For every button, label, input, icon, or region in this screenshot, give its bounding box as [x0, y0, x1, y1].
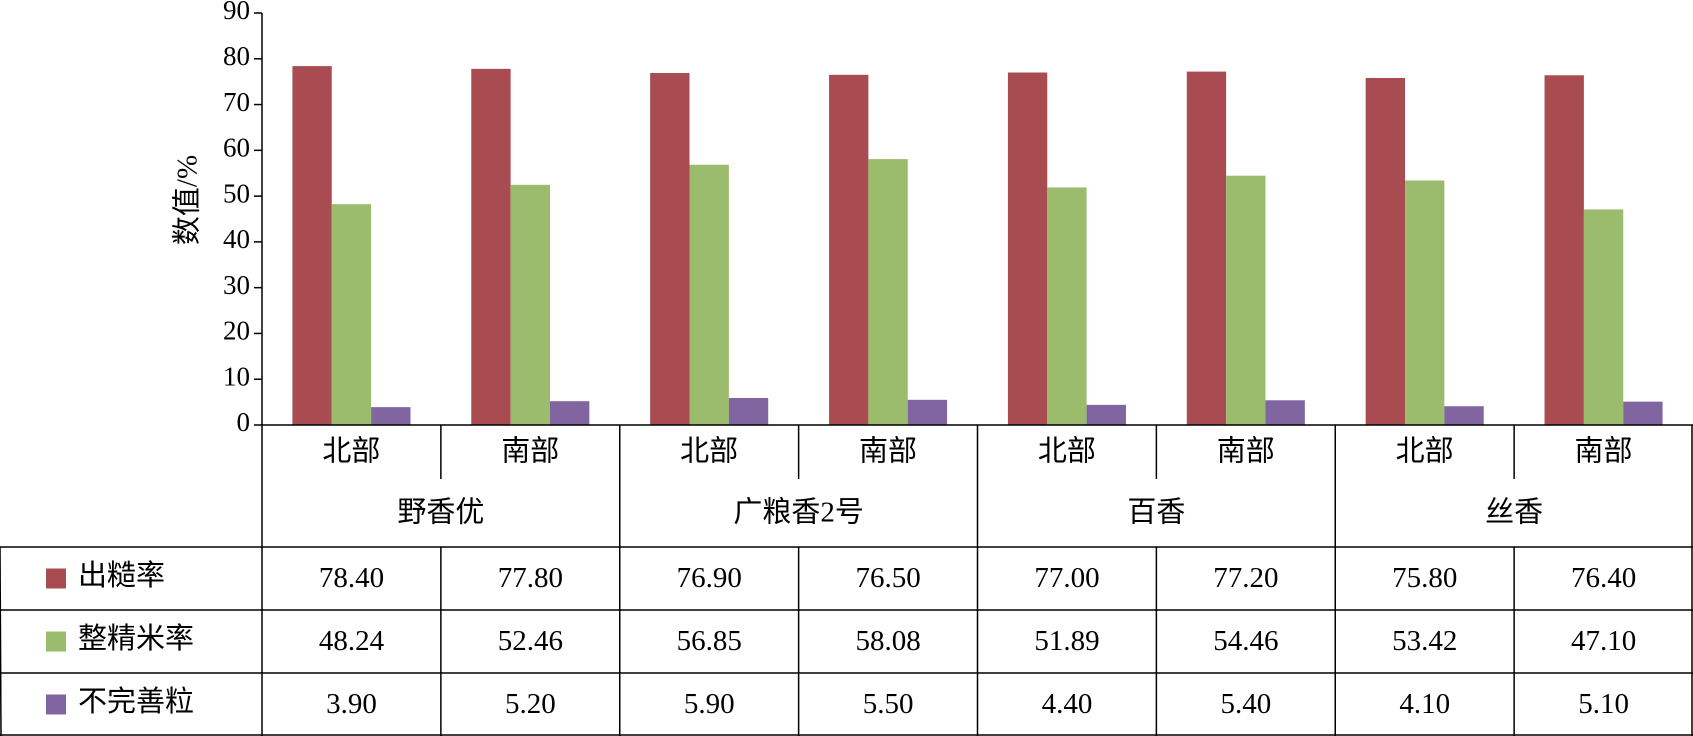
table-value: 76.40: [1571, 562, 1636, 594]
bar: [1007, 72, 1048, 425]
table-value: 5.20: [505, 688, 556, 720]
legend-label: 不完善粒: [78, 685, 194, 718]
table-value: 77.00: [1034, 562, 1099, 594]
group-label: 野香优: [397, 496, 484, 529]
table-value: 5.10: [1578, 688, 1629, 720]
table-value: 47.10: [1571, 625, 1636, 657]
y-tick-label: 30: [223, 270, 250, 300]
y-tick-label: 40: [223, 224, 250, 254]
y-tick-label: 10: [223, 361, 250, 391]
bar: [1623, 401, 1663, 425]
table-value: 56.85: [677, 625, 742, 657]
group-label: 广粮香2号: [733, 496, 864, 529]
x-tick-label: 北部: [322, 435, 380, 468]
y-tick-label: 70: [223, 87, 250, 117]
table-value: 76.50: [855, 562, 920, 594]
table-value: 3.90: [326, 688, 377, 720]
bar: [1583, 209, 1624, 425]
bar: [1226, 175, 1266, 425]
bar: [331, 204, 372, 425]
bar: [510, 184, 550, 425]
legend-swatch: [46, 568, 66, 589]
bar: [371, 407, 411, 425]
table-value: 4.10: [1399, 688, 1450, 720]
table-value: 48.24: [319, 625, 385, 657]
bar: [689, 164, 729, 425]
table-value: 54.46: [1213, 625, 1278, 657]
x-tick-label: 南部: [1217, 435, 1275, 468]
bar: [1444, 406, 1484, 425]
bar: [868, 159, 908, 425]
bar: [1365, 78, 1406, 425]
y-tick-label: 80: [223, 41, 250, 71]
table-value: 77.20: [1213, 562, 1278, 594]
bar: [1047, 187, 1087, 425]
group-label: 百香: [1127, 496, 1185, 529]
y-tick-label: 20: [223, 316, 250, 346]
x-tick-label: 南部: [501, 435, 559, 468]
bar: [1405, 180, 1445, 425]
table-line: [0, 546, 2, 736]
table-value: 51.89: [1034, 625, 1099, 657]
table-value: 5.50: [863, 688, 914, 720]
bar: [1086, 404, 1126, 425]
y-tick-label: 60: [223, 133, 250, 163]
x-tick-label: 南部: [859, 435, 917, 468]
legend-label: 整精米率: [78, 622, 194, 655]
x-tick-label: 北部: [680, 435, 738, 468]
table-value: 5.90: [684, 688, 735, 720]
y-tick-label: 50: [223, 178, 250, 208]
table-value: 52.46: [498, 625, 563, 657]
x-tick-label: 北部: [1038, 435, 1096, 468]
bar: [650, 72, 690, 426]
y-tick-label: 0: [237, 407, 251, 437]
y-axis-label: 数值/%: [171, 155, 204, 245]
bar: [829, 74, 869, 426]
table-value: 78.40: [319, 562, 384, 594]
table-value: 4.40: [1042, 688, 1093, 720]
table-value: 58.08: [855, 625, 920, 657]
table-value: 77.80: [498, 562, 563, 594]
bar: [471, 68, 511, 426]
legend-label: 出糙率: [78, 559, 165, 592]
legend-swatch: [46, 631, 66, 652]
y-tick-label: 90: [223, 0, 250, 25]
table-value: 76.90: [677, 562, 742, 594]
bar: [1265, 400, 1305, 425]
bar: [1544, 75, 1584, 425]
bar: [728, 397, 769, 425]
x-tick-label: 北部: [1396, 435, 1454, 468]
table-value: 75.80: [1392, 562, 1457, 594]
x-tick-label: 南部: [1575, 435, 1633, 468]
group-label: 丝香: [1485, 496, 1543, 529]
bar: [1186, 71, 1227, 426]
bar: [292, 66, 332, 425]
table-value: 5.40: [1220, 688, 1271, 720]
table-value: 53.42: [1392, 625, 1457, 657]
legend-swatch: [46, 694, 66, 715]
bar: [549, 401, 590, 425]
bar: [907, 399, 948, 425]
